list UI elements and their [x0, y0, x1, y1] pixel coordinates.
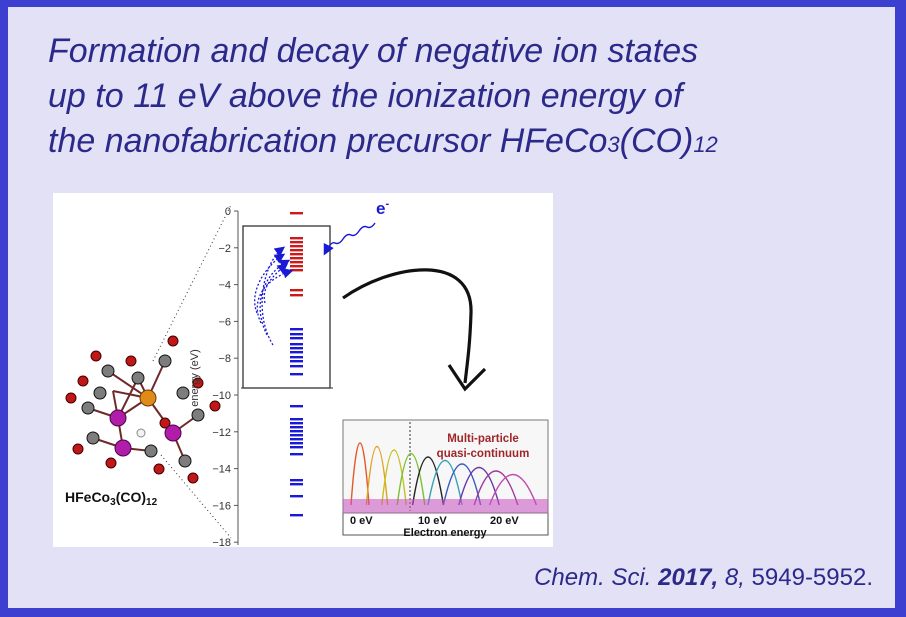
inset-peak: [396, 453, 426, 506]
energy-level-line: [290, 261, 303, 264]
energy-level-line: [290, 294, 303, 297]
energy-tick-label: −6: [218, 316, 231, 328]
title-subscript-12: 12: [693, 132, 718, 157]
inset-peak: [458, 467, 500, 506]
citation-journal: Chem. Sci.: [534, 564, 652, 591]
energy-level-line: [290, 333, 303, 336]
molecule-label: HFeCo3(CO)12: [65, 489, 158, 508]
energy-levels: [290, 212, 303, 517]
slide-title: Formation and decay of negative ion stat…: [48, 29, 888, 167]
citation-year: 2017,: [658, 564, 719, 591]
title-line-3: the nanofabrication precursor HFeCo3(CO)…: [48, 119, 888, 167]
energy-level-line: [290, 237, 303, 240]
title-line-1: Formation and decay of negative ion stat…: [48, 32, 699, 70]
citation-volume: 8,: [724, 564, 745, 591]
energy-level-line: [290, 347, 303, 350]
energy-level-line: [290, 373, 303, 376]
energy-level-line: [290, 289, 303, 292]
energy-tick-label: −14: [212, 464, 231, 476]
energy-tick-label: −16: [212, 500, 231, 512]
energy-axis-ticks: 0 −2 −4 −6 −8 −10 −12 −14 −16 −18: [212, 206, 238, 547]
energy-level-line: [290, 426, 303, 429]
energy-level-line: [290, 337, 303, 340]
energy-level-line: [290, 405, 303, 408]
slide-background: Formation and decay of negative ion stat…: [8, 7, 895, 608]
citation: Chem. Sci. 2017, 8, 5949-5952.: [534, 564, 873, 592]
energy-level-line: [290, 212, 303, 215]
inset-tick-10ev: 10 eV: [418, 515, 447, 527]
energy-level-line: [290, 514, 303, 517]
graphical-abstract-figure: HFeCo3(CO)12 energy (eV) 0 −2 −4 −6 −8 −10 −12…: [53, 193, 553, 547]
inset-annotation-line-2: quasi-continuum: [437, 448, 530, 460]
energy-level-line: [290, 257, 303, 260]
energy-level-line: [290, 430, 303, 433]
inset-tick-0ev: 0 eV: [350, 515, 373, 527]
inset-tick-20ev: 20 eV: [490, 515, 519, 527]
energy-axis-label: energy (eV): [189, 349, 201, 406]
energy-tick-label: −18: [212, 537, 231, 547]
electron-wavy-arrow: [323, 222, 376, 256]
inset-annotation-line-1: Multi-particle: [447, 433, 519, 445]
inset-peak: [381, 449, 407, 506]
inset-peak: [488, 474, 538, 506]
energy-level-line: [290, 328, 303, 331]
inset-peak: [473, 470, 519, 506]
title-subscript-3: 3: [607, 132, 620, 157]
zoom-box: [242, 225, 331, 389]
decay-arrow: [342, 268, 473, 384]
energy-tick-label: 0: [225, 206, 231, 218]
energy-tick-label: −2: [218, 243, 231, 255]
energy-level-line: [290, 360, 303, 363]
energy-level-line: [290, 265, 303, 268]
energy-level-line: [290, 245, 303, 248]
energy-tick-label: −12: [212, 427, 231, 439]
energy-level-line: [290, 495, 303, 498]
energy-level-line: [290, 446, 303, 449]
inset-peak: [442, 463, 482, 506]
title-line-3-mid: (CO): [619, 122, 694, 160]
energy-level-line: [290, 253, 303, 256]
inset-peaks: [350, 442, 538, 506]
energy-level-line: [290, 442, 303, 445]
energy-tick-label: −8: [218, 353, 231, 365]
title-line-3-prefix: the nanofabrication precursor HFeCo: [48, 122, 608, 160]
inset-xlabel: Electron energy: [403, 527, 487, 539]
energy-tick-label: −10: [212, 390, 231, 402]
energy-level-line: [290, 483, 303, 486]
energy-level-line: [290, 438, 303, 441]
energy-level-line: [290, 269, 303, 272]
inset-peak: [427, 459, 463, 506]
decay-arrow-head: [447, 364, 487, 392]
energy-level-line: [290, 249, 303, 252]
molecule-illustration: [65, 335, 221, 484]
energy-tick-label: −4: [218, 280, 231, 292]
energy-level-line: [290, 422, 303, 425]
energy-level-line: [290, 241, 303, 244]
energy-level-line: [290, 453, 303, 456]
inset-peak: [350, 442, 370, 506]
figure-svg: HFeCo3(CO)12 energy (eV) 0 −2 −4 −6 −8 −10 −12…: [65, 198, 549, 547]
energy-level-line: [290, 365, 303, 368]
energy-level-line: [290, 479, 303, 482]
energy-level-line: [290, 356, 303, 359]
energy-level-line: [290, 351, 303, 354]
relaxation-arrows: [254, 246, 294, 346]
energy-level-line: [290, 418, 303, 421]
inset-continuum-band: [343, 499, 548, 513]
citation-pages: 5949-5952.: [751, 564, 873, 591]
inset-peak: [411, 456, 445, 506]
spectrum-inset: Multi-particle quasi-continuum 0 eV 10 e…: [342, 419, 549, 539]
electron-label: e-: [376, 198, 389, 218]
iron-atom: [139, 389, 157, 407]
title-line-2: up to 11 eV above the ionization energy …: [48, 77, 683, 115]
energy-level-line: [290, 434, 303, 437]
energy-level-line: [290, 343, 303, 346]
